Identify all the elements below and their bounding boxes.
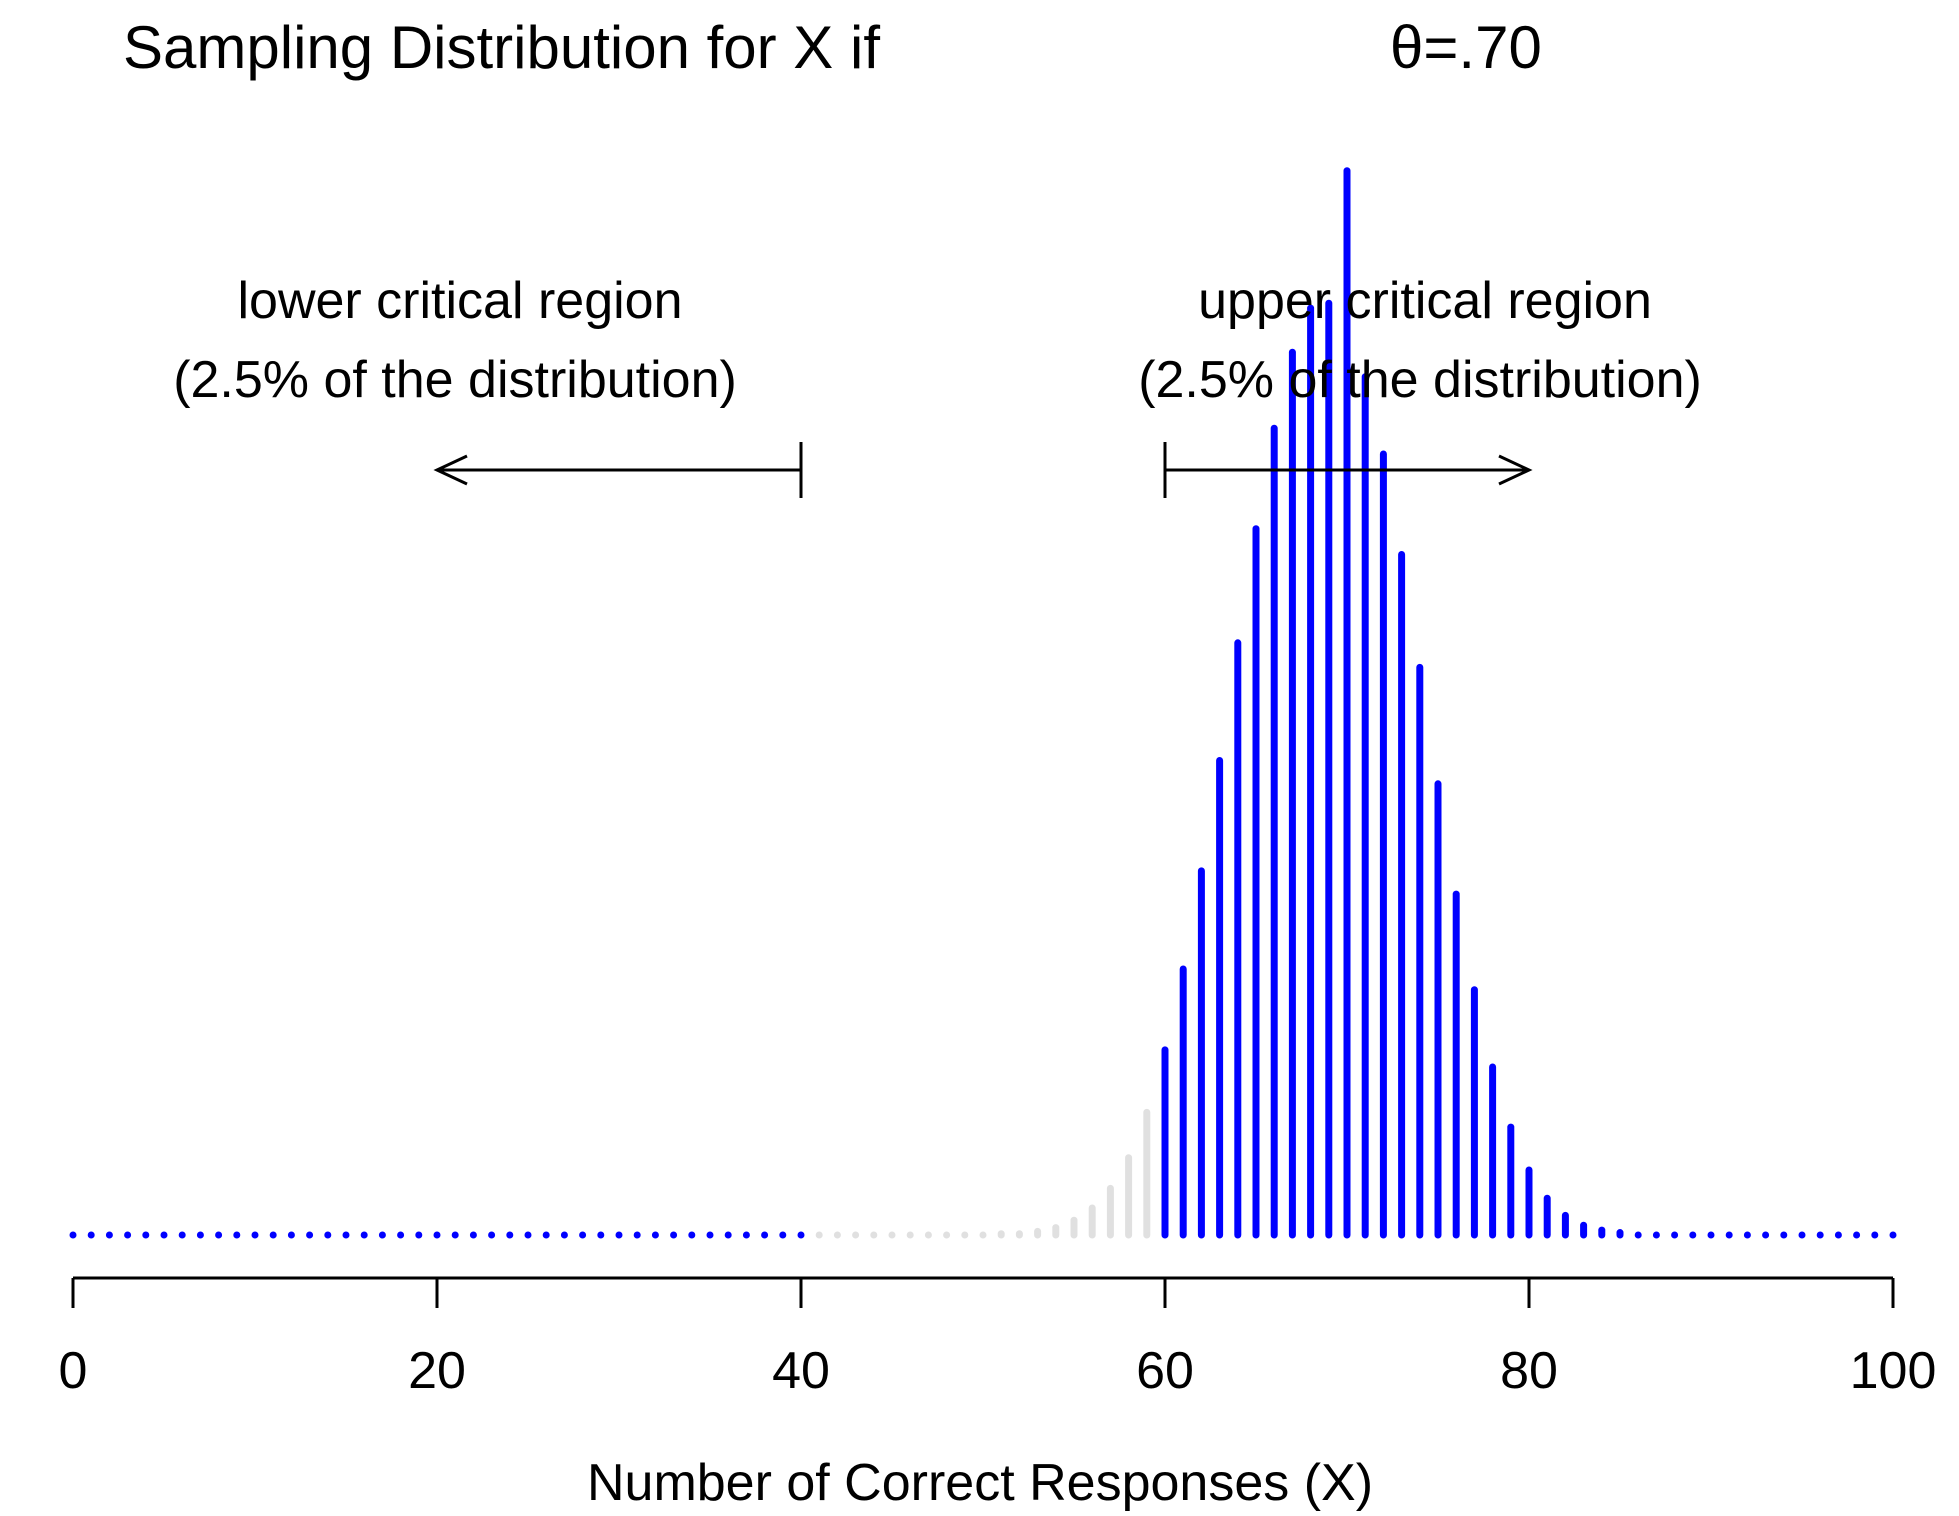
x-tick-label-100: 100 — [1850, 1342, 1937, 1400]
lower-region-subtitle: (2.5% of the distribution) — [173, 351, 737, 409]
lower-arrow-head — [433, 454, 468, 486]
x-axis-label: Number of Correct Responses (X) — [587, 1454, 1373, 1512]
x-axis: 0 20 40 60 80 100 — [59, 1276, 1937, 1400]
chart-title-theta: θ=.70 — [1390, 14, 1542, 81]
upper-region-title: upper critical region — [1198, 272, 1652, 330]
bar-series — [69, 167, 1897, 1239]
lower-region-annotation: lower critical region (2.5% of the distr… — [173, 272, 803, 498]
x-tick-label-20: 20 — [408, 1342, 466, 1400]
upper-region-subtitle: (2.5% of the distribution) — [1138, 351, 1702, 409]
lower-region-title: lower critical region — [237, 272, 682, 330]
upper-region-arrow — [1163, 442, 1533, 498]
lower-region-arrow — [433, 442, 803, 498]
x-tick-label-80: 80 — [1500, 1342, 1558, 1400]
x-tick-label-0: 0 — [59, 1342, 88, 1400]
x-tick-label-40: 40 — [772, 1342, 830, 1400]
upper-region-annotation: upper critical region (2.5% of the distr… — [1138, 272, 1702, 498]
chart-title: Sampling Distribution for X if — [123, 14, 880, 81]
upper-arrow-head — [1498, 454, 1533, 486]
x-tick-label-60: 60 — [1136, 1342, 1194, 1400]
